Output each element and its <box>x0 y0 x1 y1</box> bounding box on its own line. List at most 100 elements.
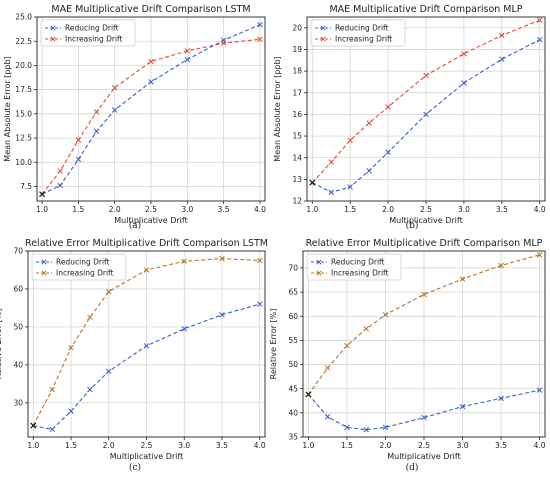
point-mark <box>498 395 504 402</box>
point-mark <box>184 56 191 63</box>
data-point <box>87 314 93 321</box>
x-axis-label: Multiplicative Drift <box>110 452 183 461</box>
data-point <box>536 387 543 393</box>
data-point <box>49 426 55 433</box>
chart-0: MAE Multiplicative Drift Comparison LSTM… <box>3 4 266 231</box>
legend-box <box>310 19 406 47</box>
point-mark <box>143 343 150 349</box>
x-tick-label: 2.0 <box>382 205 394 214</box>
point-mark <box>344 342 350 349</box>
start-point <box>305 391 312 398</box>
point-mark <box>75 156 82 163</box>
y-tick-label: 13 <box>292 175 302 184</box>
y-tick-label: 22.5 <box>15 37 32 46</box>
data-point <box>459 403 466 410</box>
data-point <box>220 40 227 46</box>
chart-title: MAE Multiplicative Drift Comparison LSTM <box>51 4 250 15</box>
data-point <box>257 36 263 43</box>
point-mark <box>57 168 63 174</box>
point-mark <box>498 262 504 269</box>
series-line-1 <box>41 38 260 195</box>
point-mark <box>363 426 369 433</box>
x-axis-label: Multiplicative Drift <box>114 216 187 225</box>
point-mark <box>499 32 505 39</box>
legend-entry: Increasing Drift <box>36 269 114 278</box>
data-point <box>93 109 100 115</box>
x-tick-label: 2.0 <box>109 205 121 214</box>
point-mark <box>382 312 389 318</box>
chart-2: Relative Error Multiplicative Drift Comp… <box>0 238 268 473</box>
x-tick-label: 3.0 <box>458 205 470 214</box>
point-mark <box>49 426 55 433</box>
x-tick-label: 2.5 <box>418 441 430 450</box>
point-mark <box>347 184 353 190</box>
legend-entry: Increasing Drift <box>45 35 123 44</box>
data-point <box>75 137 82 143</box>
point-mark <box>459 403 466 410</box>
data-point <box>148 79 154 85</box>
data-point <box>421 291 427 298</box>
data-point <box>143 267 150 273</box>
point-mark <box>421 291 427 298</box>
x-tick-label: 2.5 <box>141 441 153 450</box>
chart-title: MAE Multiplicative Drift Comparison MLP <box>329 4 522 15</box>
x-tick-label: 1.5 <box>65 441 77 450</box>
point-mark <box>536 36 543 43</box>
y-tick-label: 55 <box>288 336 298 345</box>
legend-entry: Reducing Drift <box>36 258 110 267</box>
data-point <box>347 137 353 144</box>
legend-box <box>31 253 127 281</box>
point-mark <box>366 120 372 126</box>
y-tick-label: 40 <box>13 360 23 369</box>
y-tick-label: 20 <box>292 23 302 32</box>
legend-box <box>306 253 402 281</box>
y-tick-label: 16 <box>292 110 302 119</box>
point-mark <box>328 159 335 165</box>
x-tick-label: 1.0 <box>36 205 48 214</box>
data-point <box>49 386 55 393</box>
point-mark <box>75 137 82 143</box>
x-axis-label: Multiplicative Drift <box>389 216 462 225</box>
point-mark <box>106 288 112 295</box>
data-point <box>421 414 427 421</box>
x-tick-label: 3.5 <box>216 441 228 450</box>
y-tick-label: 60 <box>288 312 298 321</box>
point-mark <box>366 167 372 174</box>
x-tick-label: 4.0 <box>254 205 266 214</box>
data-point <box>111 84 118 91</box>
start-point <box>39 191 46 198</box>
y-tick-label: 70 <box>288 264 298 273</box>
point-mark <box>499 56 505 62</box>
y-tick-label: 17.5 <box>15 85 32 94</box>
legend: Reducing Drift Increasing Drift <box>31 253 127 281</box>
data-point <box>385 104 391 110</box>
x-tick-label: 2.0 <box>379 441 391 450</box>
y-tick-label: 30 <box>13 398 23 407</box>
point-mark <box>423 111 429 118</box>
legend-entry: Increasing Drift <box>315 35 393 44</box>
chart-1: MAE Multiplicative Drift Comparison MLP 1… <box>273 4 546 231</box>
point-mark <box>461 80 467 86</box>
x-tick-label: 1.5 <box>341 441 353 450</box>
y-tick-label: 18 <box>292 67 302 76</box>
x-tick-label: 2.0 <box>103 441 115 450</box>
data-point <box>257 21 263 28</box>
y-tick-label: 60 <box>13 285 23 294</box>
point-mark <box>49 386 55 393</box>
point-mark <box>382 424 389 431</box>
data-point <box>111 107 118 113</box>
y-tick-label: 65 <box>288 288 298 297</box>
point-mark <box>68 345 74 351</box>
data-point <box>75 156 82 163</box>
point-mark <box>143 267 150 273</box>
data-point <box>57 182 63 189</box>
point-mark <box>111 84 118 91</box>
point-mark <box>148 79 154 85</box>
x-tick-label: 1.0 <box>306 205 318 214</box>
data-point <box>499 56 505 62</box>
point-mark <box>181 258 187 265</box>
legend-mark <box>41 259 47 265</box>
legend-label: Increasing Drift <box>65 35 123 44</box>
point-mark <box>324 365 331 371</box>
